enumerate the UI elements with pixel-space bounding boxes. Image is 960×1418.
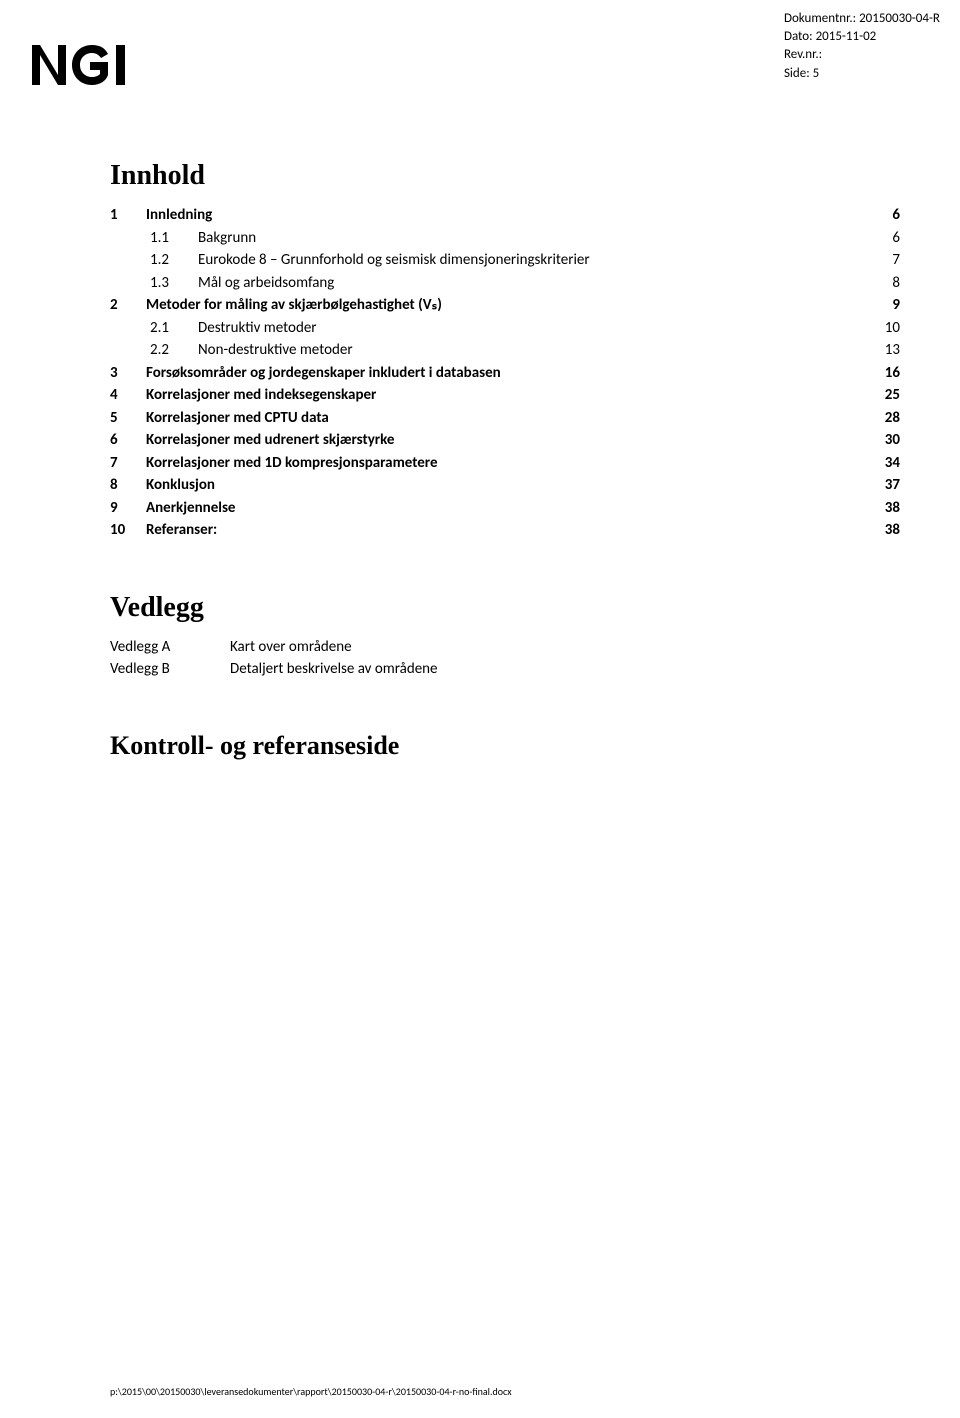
toc-left: 2.2Non-destruktive metoder xyxy=(110,339,860,362)
toc-text: Anerkjennelse xyxy=(146,499,235,517)
toc-left: 8Konklusjon xyxy=(110,474,860,497)
toc-text: Korrelasjoner med CPTU data xyxy=(146,409,329,427)
vedlegg-label: Vedlegg A xyxy=(110,636,230,659)
toc-page: 9 xyxy=(860,294,900,317)
toc-left: 7Korrelasjoner med 1D kompresjonsparamet… xyxy=(110,452,860,475)
toc-page: 30 xyxy=(860,429,900,452)
ngi-logo xyxy=(30,40,140,101)
kontroll-title: Kontroll- og referanseside xyxy=(110,731,900,761)
toc-text: Forsøksområder og jordegenskaper inklude… xyxy=(146,364,501,382)
toc-number: 2.1 xyxy=(150,317,198,340)
toc-number: 2.2 xyxy=(150,339,198,362)
toc-row: 4Korrelasjoner med indeksegenskaper25 xyxy=(110,384,900,407)
toc-row: 5Korrelasjoner med CPTU data28 xyxy=(110,407,900,430)
toc-number: 1.1 xyxy=(150,227,198,250)
toc-text: Innledning xyxy=(146,206,212,224)
toc-left: 10Referanser: xyxy=(110,519,860,542)
toc-number: 4 xyxy=(110,384,146,407)
toc-page: 37 xyxy=(860,474,900,497)
toc-row: 10Referanser:38 xyxy=(110,519,900,542)
toc-row: 1.3Mål og arbeidsomfang8 xyxy=(110,272,900,295)
toc-number: 5 xyxy=(110,407,146,430)
toc-number: 6 xyxy=(110,429,146,452)
toc-text: Korrelasjoner med 1D kompresjonsparamete… xyxy=(146,454,438,472)
toc-page: 6 xyxy=(860,227,900,250)
toc-text: Eurokode 8 – Grunnforhold og seismisk di… xyxy=(198,251,590,269)
toc-text: Konklusjon xyxy=(146,476,215,494)
toc-row: 2Metoder for måling av skjærbølgehastigh… xyxy=(110,294,900,317)
toc-page: 10 xyxy=(860,317,900,340)
toc-left: 5Korrelasjoner med CPTU data xyxy=(110,407,860,430)
toc-page: 7 xyxy=(860,249,900,272)
vedlegg-text: Kart over områdene xyxy=(230,636,352,659)
doc-nr-label: Dokumentnr.: xyxy=(784,11,856,26)
toc-text: Bakgrunn xyxy=(198,229,256,247)
date-value: 2015-11-02 xyxy=(816,29,877,44)
toc-number: 2 xyxy=(110,294,146,317)
toc-number: 1.3 xyxy=(150,272,198,295)
toc-page: 38 xyxy=(860,497,900,520)
toc-left: 1Innledning xyxy=(110,204,860,227)
toc-page: 28 xyxy=(860,407,900,430)
toc-row: 3Forsøksområder og jordegenskaper inklud… xyxy=(110,362,900,385)
toc-left: 2.1Destruktiv metoder xyxy=(110,317,860,340)
vedlegg-section: Vedlegg Vedlegg AKart over områdeneVedle… xyxy=(110,592,900,681)
date-label: Dato: xyxy=(784,29,813,44)
toc-row: 7Korrelasjoner med 1D kompresjonsparamet… xyxy=(110,452,900,475)
toc-number: 1 xyxy=(110,204,146,227)
toc-row: 6Korrelasjoner med udrenert skjærstyrke3… xyxy=(110,429,900,452)
innhold-title: Innhold xyxy=(110,160,900,192)
vedlegg-row: Vedlegg BDetaljert beskrivelse av område… xyxy=(110,658,900,681)
doc-nr-value: 20150030-04-R xyxy=(859,11,940,26)
toc-page: 34 xyxy=(860,452,900,475)
toc-left: 2Metoder for måling av skjærbølgehastigh… xyxy=(110,294,860,317)
toc-left: 1.2Eurokode 8 – Grunnforhold og seismisk… xyxy=(110,249,860,272)
vedlegg-label: Vedlegg B xyxy=(110,658,230,681)
footer-path: p:\2015\00\20150030\leveransedokumenter\… xyxy=(110,1385,512,1398)
toc-row: 9Anerkjennelse38 xyxy=(110,497,900,520)
toc-text: Metoder for måling av skjærbølgehastighe… xyxy=(146,296,442,314)
toc-row: 2.2Non-destruktive metoder13 xyxy=(110,339,900,362)
toc-text: Referanser: xyxy=(146,521,217,539)
toc-row: 1.2Eurokode 8 – Grunnforhold og seismisk… xyxy=(110,249,900,272)
toc-number: 7 xyxy=(110,452,146,475)
document-header: Dokumentnr.: 20150030-04-R Dato: 2015-11… xyxy=(784,10,940,83)
side-label: Side: xyxy=(784,66,810,81)
toc-number: 1.2 xyxy=(150,249,198,272)
toc-number: 8 xyxy=(110,474,146,497)
table-of-contents: Innhold 1Innledning61.1Bakgrunn61.2Eurok… xyxy=(110,160,900,542)
toc-text: Korrelasjoner med udrenert skjærstyrke xyxy=(146,431,394,449)
vedlegg-row: Vedlegg AKart over områdene xyxy=(110,636,900,659)
toc-left: 1.3Mål og arbeidsomfang xyxy=(110,272,860,295)
vedlegg-title: Vedlegg xyxy=(110,592,900,624)
toc-page: 6 xyxy=(860,204,900,227)
toc-left: 4Korrelasjoner med indeksegenskaper xyxy=(110,384,860,407)
toc-number: 9 xyxy=(110,497,146,520)
toc-page: 16 xyxy=(860,362,900,385)
toc-left: 1.1Bakgrunn xyxy=(110,227,860,250)
toc-left: 3Forsøksområder og jordegenskaper inklud… xyxy=(110,362,860,385)
toc-text: Destruktiv metoder xyxy=(198,319,317,337)
toc-row: 8Konklusjon37 xyxy=(110,474,900,497)
toc-left: 9Anerkjennelse xyxy=(110,497,860,520)
toc-number: 3 xyxy=(110,362,146,385)
toc-page: 25 xyxy=(860,384,900,407)
toc-page: 8 xyxy=(860,272,900,295)
toc-row: 1.1Bakgrunn6 xyxy=(110,227,900,250)
toc-page: 13 xyxy=(860,339,900,362)
toc-text: Mål og arbeidsomfang xyxy=(198,274,334,292)
toc-number: 10 xyxy=(110,519,146,542)
toc-row: 1Innledning6 xyxy=(110,204,900,227)
side-value: 5 xyxy=(813,66,820,81)
toc-row: 2.1Destruktiv metoder10 xyxy=(110,317,900,340)
toc-text: Non-destruktive metoder xyxy=(198,341,353,359)
toc-text: Korrelasjoner med indeksegenskaper xyxy=(146,386,376,404)
vedlegg-text: Detaljert beskrivelse av områdene xyxy=(230,658,438,681)
rev-label: Rev.nr.: xyxy=(784,47,822,62)
toc-page: 38 xyxy=(860,519,900,542)
toc-left: 6Korrelasjoner med udrenert skjærstyrke xyxy=(110,429,860,452)
